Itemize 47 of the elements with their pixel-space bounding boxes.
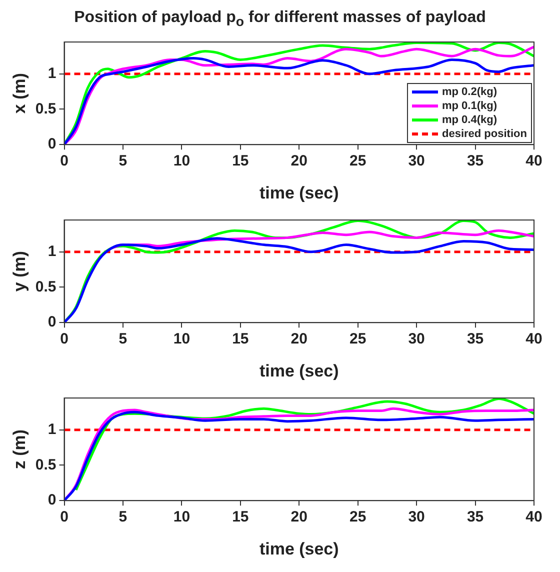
x-tick-label: 10 (173, 152, 190, 170)
legend-label: desired position (442, 128, 527, 140)
x-tick-label: 15 (232, 330, 249, 348)
x-tick-label: 20 (290, 508, 308, 526)
y-tick-label: 1 (48, 420, 56, 438)
y-axis-title: x (m) (10, 72, 29, 114)
x-tick-label: 20 (290, 152, 308, 170)
legend-label: mp 0.1(kg) (442, 100, 498, 112)
y-tick-label: 0 (48, 136, 56, 153)
x-axis-title: time (sec) (259, 361, 339, 380)
x-tick-label: 25 (350, 152, 366, 170)
x-axis-title: time (sec) (259, 539, 339, 558)
x-tick-label: 10 (173, 508, 190, 526)
y-tick-label: 0.5 (35, 100, 56, 118)
x-tick-label: 25 (350, 330, 366, 348)
y-tick-label: 0 (48, 314, 56, 331)
x-tick-label: 30 (408, 508, 425, 526)
x-tick-label: 0 (60, 330, 68, 348)
x-tick-label: 5 (118, 330, 128, 348)
x-tick-label: 35 (466, 330, 484, 348)
x-tick-label: 0 (60, 152, 68, 170)
x-tick-label: 40 (526, 330, 542, 348)
y-tick-label: 0.5 (35, 278, 56, 296)
legend-label: mp 0.2(kg) (442, 86, 498, 98)
chart-title: Position of payload p$_{o}$ for different masses of payload (73, 8, 487, 30)
x-tick-label: 25 (350, 508, 366, 526)
x-tick-label: 30 (408, 330, 425, 348)
x-tick-label: 20 (290, 330, 308, 348)
y-axis-title: z (m) (10, 429, 29, 470)
x-tick-label: 40 (526, 508, 542, 526)
x-tick-label: 15 (232, 508, 249, 526)
x-tick-label: 5 (118, 508, 128, 526)
x-tick-label: 35 (466, 152, 484, 170)
y-tick-label: 0 (48, 492, 56, 509)
x-tick-label: 0 (60, 508, 68, 526)
x-tick-label: 35 (466, 508, 484, 526)
x-tick-label: 5 (118, 152, 128, 170)
y-tick-label: 1 (48, 64, 56, 82)
y-tick-label: 1 (48, 242, 56, 260)
y-tick-label: 0.5 (35, 456, 56, 474)
x-tick-label: 40 (526, 152, 542, 170)
x-tick-label: 10 (173, 330, 190, 348)
x-tick-label: 15 (232, 152, 249, 170)
legend-label: mp 0.4(kg) (442, 114, 498, 126)
x-tick-label: 30 (408, 152, 425, 170)
y-axis-title: y (m) (10, 250, 29, 292)
x-axis-title: time (sec) (259, 183, 339, 202)
